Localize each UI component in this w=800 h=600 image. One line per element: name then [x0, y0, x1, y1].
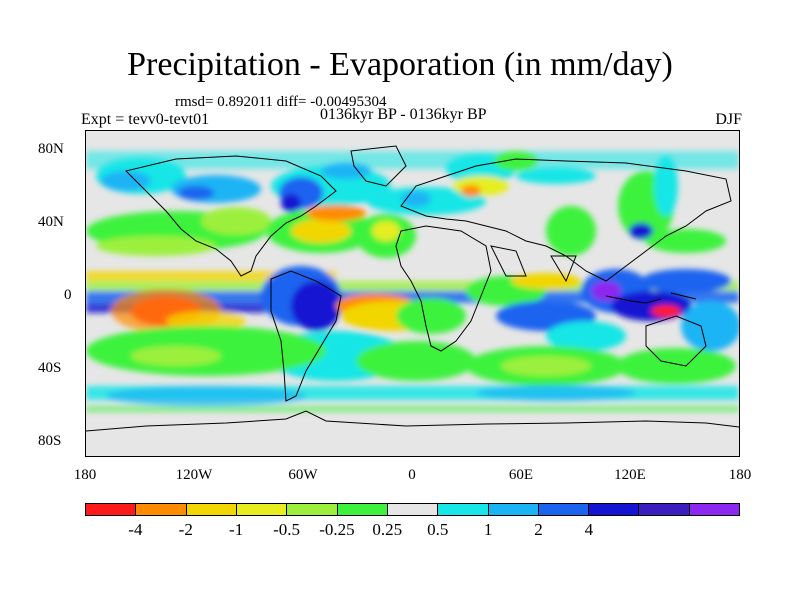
field-layer — [86, 151, 739, 412]
colorbar-swatch — [236, 504, 288, 515]
period-label: 0136kyr BP - 0136kyr BP — [320, 106, 487, 123]
lon-label: 120W — [175, 467, 213, 483]
stats-line: rmsd= 0.892011 diff= -0.00495304 — [175, 94, 387, 110]
colorbar-swatch — [387, 504, 439, 515]
colorbar-label: 2 — [534, 520, 543, 539]
colorbar-swatch — [589, 504, 640, 515]
lat-label: 80S — [38, 433, 62, 449]
lat-label: 40S — [38, 360, 62, 376]
plot-title: Precipitation - Evaporation (in mm/day) — [127, 46, 673, 83]
colorbar-swatch — [337, 504, 388, 515]
colorbar-swatch — [86, 504, 137, 515]
lat-label: 40N — [38, 214, 64, 230]
colorbar-label: 4 — [584, 520, 594, 539]
colorbar-label: -2 — [178, 520, 193, 539]
lon-label: 0 — [408, 467, 416, 483]
experiment-label: Expt = tevv0-tevt01 — [81, 111, 210, 128]
colorbar — [85, 503, 740, 516]
colorbar-label: -0.5 — [273, 520, 300, 539]
colorbar-label: -0.25 — [319, 520, 355, 539]
colorbar-swatch — [639, 504, 690, 515]
lon-label: 180 — [728, 467, 752, 483]
colorbar-label: 0.25 — [372, 520, 403, 539]
colorbar-swatch — [438, 504, 489, 515]
colorbar-swatch — [186, 504, 237, 515]
colorbar-label: -1 — [229, 520, 244, 539]
lat-label: 0 — [64, 287, 72, 303]
colorbar-swatch — [488, 504, 539, 515]
coastlines — [86, 145, 739, 432]
lat-label: 80N — [38, 141, 64, 157]
lon-label: 180 — [73, 467, 97, 483]
map-frame — [85, 130, 740, 457]
colorbar-swatch — [689, 504, 740, 515]
season-label: DJF — [715, 111, 742, 128]
colorbar-label: -4 — [128, 520, 143, 539]
lon-label: 60W — [288, 467, 318, 483]
colorbar-label: 0.5 — [427, 520, 449, 539]
map-canvas — [86, 145, 739, 432]
colorbar-label: 1 — [483, 520, 493, 539]
lon-label: 120E — [614, 467, 646, 483]
lon-label: 60E — [508, 467, 534, 483]
colorbar-swatch — [287, 504, 338, 515]
colorbar-swatch — [538, 504, 590, 515]
colorbar-swatch — [136, 504, 187, 515]
